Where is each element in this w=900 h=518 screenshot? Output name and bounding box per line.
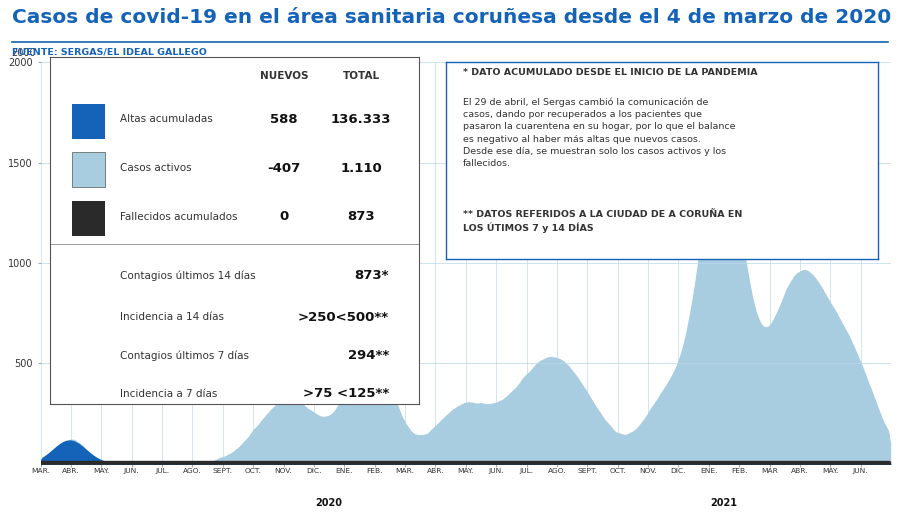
- Text: 1.110: 1.110: [340, 162, 382, 175]
- FancyBboxPatch shape: [72, 152, 104, 187]
- FancyBboxPatch shape: [72, 104, 104, 138]
- Text: Casos de covid-19 en el área sanitaria coruñesa desde el 4 de marzo de 2020: Casos de covid-19 en el área sanitaria c…: [12, 8, 891, 27]
- Text: 2020: 2020: [316, 498, 343, 508]
- Text: Altas acumuladas: Altas acumuladas: [120, 114, 212, 124]
- Text: -407: -407: [267, 162, 301, 175]
- Text: 294**: 294**: [347, 349, 389, 362]
- Text: 588: 588: [270, 113, 298, 126]
- Text: Contagios últimos 7 días: Contagios últimos 7 días: [120, 350, 248, 361]
- Text: >250<500**: >250<500**: [298, 311, 389, 324]
- Text: Incidencia a 14 días: Incidencia a 14 días: [120, 312, 223, 322]
- Text: Fallecidos acumulados: Fallecidos acumulados: [120, 212, 237, 222]
- Text: * DATO ACUMULADO DESDE EL INICIO DE LA PANDEMIA: * DATO ACUMULADO DESDE EL INICIO DE LA P…: [463, 68, 758, 77]
- Text: 2021: 2021: [710, 498, 737, 508]
- Text: El 29 de abril, el Sergas cambió la comunicación de
casos, dando por recuperados: El 29 de abril, el Sergas cambió la comu…: [463, 97, 735, 168]
- Text: 873: 873: [347, 210, 375, 223]
- Text: FUENTE: SERGAS/EL IDEAL GALLEGO: FUENTE: SERGAS/EL IDEAL GALLEGO: [12, 48, 207, 56]
- Text: 0: 0: [279, 210, 288, 223]
- Text: 2000: 2000: [12, 48, 36, 58]
- FancyBboxPatch shape: [72, 201, 104, 236]
- Text: ** DATOS REFERIDOS A LA CIUDAD DE A CORUÑA EN
LOS ÚTIMOS 7 y 14 DÍAS: ** DATOS REFERIDOS A LA CIUDAD DE A CORU…: [463, 210, 742, 233]
- Text: Contagios últimos 14 días: Contagios últimos 14 días: [120, 270, 256, 281]
- Text: 873*: 873*: [355, 269, 389, 282]
- Text: Casos activos: Casos activos: [120, 163, 191, 173]
- Text: Incidencia a 7 días: Incidencia a 7 días: [120, 388, 217, 399]
- Text: NUEVOS: NUEVOS: [259, 71, 308, 81]
- Text: 136.333: 136.333: [331, 113, 392, 126]
- Text: TOTAL: TOTAL: [343, 71, 380, 81]
- Text: >75 <125**: >75 <125**: [302, 387, 389, 400]
